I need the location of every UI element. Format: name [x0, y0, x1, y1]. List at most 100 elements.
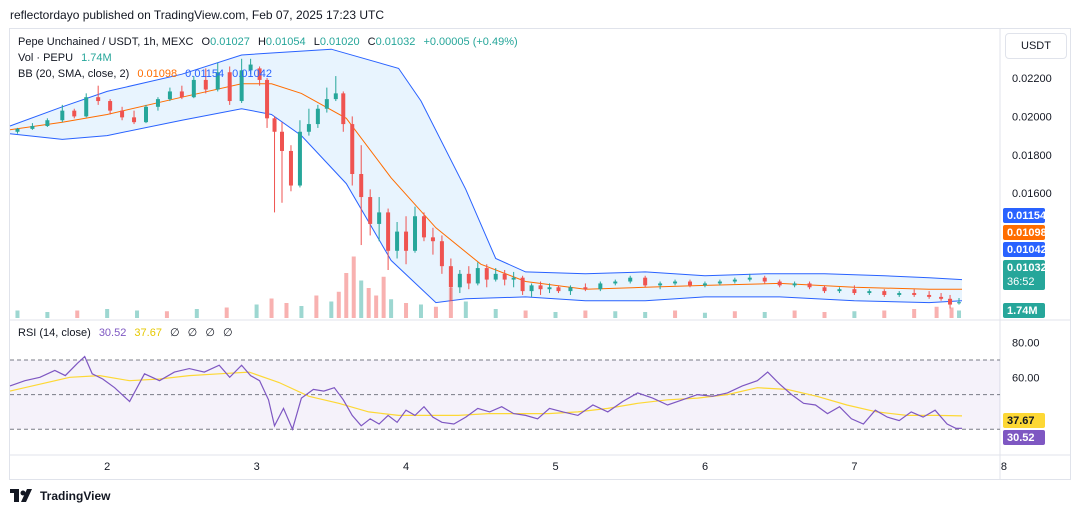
volume-bar	[314, 295, 319, 318]
volume-bar	[732, 311, 737, 318]
currency-button[interactable]: USDT	[1005, 33, 1067, 59]
last-price: 0.01032	[1007, 262, 1047, 274]
volume-bar	[351, 256, 356, 318]
volume-bar	[882, 310, 887, 318]
rsi-line	[9, 355, 963, 431]
volume-legend[interactable]: Vol · PEPU 1.74M	[18, 52, 117, 64]
volume-bar	[762, 312, 767, 318]
rsi-tag: 30.52	[1003, 430, 1045, 445]
candle-body	[108, 101, 113, 111]
volume-bar	[792, 310, 797, 318]
rsi-ma-line	[9, 371, 963, 417]
candle-body	[341, 93, 346, 125]
candle-body	[386, 212, 391, 251]
rsi-extra-3: ∅	[205, 327, 215, 339]
candle-body	[658, 283, 663, 286]
volume-bar	[448, 288, 453, 318]
candle-body	[807, 283, 812, 288]
rsi-value: 30.52	[98, 327, 127, 339]
bb-lower-tag: 0.01042	[1003, 242, 1047, 257]
candlesticks	[15, 58, 962, 309]
candle-body	[457, 273, 462, 288]
rsi-legend[interactable]: RSI (14, close) 30.52 37.67 ∅ ∅ ∅ ∅	[18, 326, 238, 339]
candle-body	[957, 302, 962, 304]
candle-body	[395, 231, 400, 251]
time-tick-label: 3	[254, 461, 260, 473]
volume-bar	[164, 311, 169, 318]
candle-body	[144, 106, 148, 123]
candle-body	[547, 287, 552, 290]
bb-lower-line	[9, 108, 963, 304]
candle-body	[257, 68, 262, 80]
candle-body	[520, 277, 525, 292]
candle-body	[60, 110, 65, 121]
chart-frame[interactable]	[9, 28, 1071, 480]
volume-bar	[613, 311, 618, 318]
volume-bar	[224, 307, 229, 318]
candle-body	[688, 281, 692, 286]
high-value: 0.01054	[265, 36, 306, 48]
bb-legend[interactable]: BB (20, SMA, close, 2) 0.01098 0.01154 0…	[18, 68, 277, 80]
candle-body	[643, 277, 648, 286]
tradingview-logo[interactable]: TradingView	[10, 489, 110, 503]
rsi-label: RSI (14, close)	[18, 327, 91, 339]
candle-body	[613, 281, 618, 284]
volume-bar	[269, 298, 274, 318]
volume-bar	[344, 273, 349, 318]
candle-body	[72, 110, 77, 117]
bb-lower-value: 0.01042	[232, 68, 272, 80]
candle-body	[324, 99, 329, 109]
volume-bar	[359, 280, 364, 318]
symbol-legend[interactable]: Pepe Unchained / USDT, 1h, MEXC O0.01027…	[18, 36, 523, 48]
time-tick-label: 4	[403, 461, 409, 473]
volume-bar	[284, 303, 289, 318]
candle-body	[493, 273, 498, 280]
candle-body	[132, 117, 137, 123]
volume-bar	[381, 276, 386, 318]
close-label: C	[367, 36, 376, 48]
change-value: +0.00005 (+0.49%)	[423, 36, 518, 48]
candle-body	[732, 279, 737, 282]
close-value: 0.01032	[375, 36, 416, 48]
symbol-name: Pepe Unchained / USDT, 1h, MEXC	[18, 36, 194, 48]
candle-body	[475, 268, 480, 284]
volume-bar	[105, 309, 110, 318]
volume-bar	[957, 310, 962, 318]
volume-bar	[702, 312, 707, 318]
candle-body	[413, 216, 418, 251]
candle-body	[306, 124, 311, 132]
candle-body	[702, 283, 707, 286]
candle-body	[867, 291, 872, 294]
candle-body	[792, 283, 797, 286]
candle-body	[359, 174, 364, 198]
low-label: L	[313, 36, 320, 48]
time-tick-label: 8	[1001, 461, 1007, 473]
candle-body	[30, 126, 35, 129]
volume-bar	[254, 304, 259, 318]
volume-bar	[329, 301, 334, 318]
candle-body	[215, 72, 220, 90]
volume-bar	[852, 311, 857, 318]
candle-body	[191, 79, 196, 98]
rsi-extra-2: ∅	[187, 327, 198, 339]
volume-bar	[418, 304, 423, 318]
candle-body	[167, 91, 172, 100]
high-label: H	[257, 36, 266, 48]
candle-body	[511, 277, 516, 280]
candle-body	[448, 266, 453, 288]
open-label: O	[201, 36, 211, 48]
axis-labels: 0.01600 0.01800 0.02000 0.02200 2 3 4 5 6 7 8 60.00…	[104, 73, 1052, 473]
volume-bar	[643, 312, 648, 318]
candle-body	[280, 131, 284, 151]
candle-body	[747, 277, 752, 280]
bb-basis-value: 0.01098	[137, 68, 178, 80]
candle-body	[882, 291, 887, 295]
volume-bar	[404, 303, 409, 318]
volume-bar	[583, 310, 588, 318]
candle-body	[45, 120, 50, 126]
candle-body	[265, 79, 270, 119]
candle-body	[179, 91, 184, 98]
volume-bar	[15, 310, 20, 318]
rsi-tick-label: 60.00	[1012, 372, 1040, 384]
